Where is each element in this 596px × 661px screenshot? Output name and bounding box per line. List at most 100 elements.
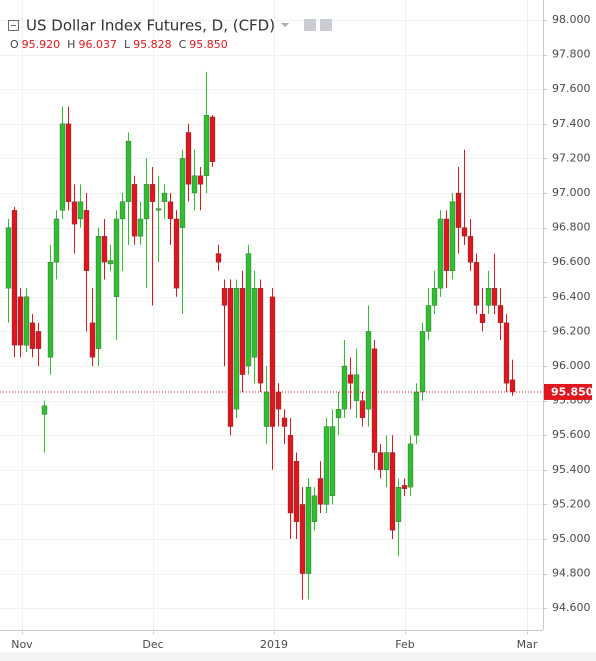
ohlc-value: 96.037 xyxy=(78,38,117,51)
candle-body xyxy=(101,236,108,263)
candle-body xyxy=(209,116,216,163)
candle-body xyxy=(287,435,294,514)
chart-title: US Dollar Index Futures, D, (CFD) xyxy=(26,17,275,35)
candle-body xyxy=(503,322,510,384)
y-tick-label: 98.000 xyxy=(552,13,591,26)
candle-body xyxy=(185,132,192,185)
candle-body xyxy=(71,201,78,225)
candle-body xyxy=(41,405,48,415)
candle-body xyxy=(29,322,36,349)
candle-body xyxy=(491,288,498,306)
candle-body xyxy=(485,288,492,306)
candle-body xyxy=(215,253,222,263)
ohlc-key: C xyxy=(179,38,187,51)
candle-body xyxy=(83,210,90,272)
ohlc-legend: O 95.920 H 96.037 L 95.828 C 95.850 xyxy=(10,38,228,51)
candles xyxy=(5,71,516,600)
candle-body xyxy=(281,417,288,427)
candle-body xyxy=(317,478,324,505)
candle-body xyxy=(251,288,258,358)
candle-body xyxy=(155,208,162,211)
candle-body xyxy=(401,485,408,489)
candle-body xyxy=(77,201,84,220)
candle-body xyxy=(269,296,276,427)
candle-body xyxy=(131,184,138,237)
y-tick-label: 95.400 xyxy=(552,463,591,476)
candle-body xyxy=(431,288,438,306)
ohlc-value: 95.920 xyxy=(22,38,61,51)
candle-body xyxy=(173,218,180,289)
y-tick-label: 97.800 xyxy=(552,48,591,61)
candle-body xyxy=(353,374,360,401)
candle-body xyxy=(479,313,486,323)
ohlc-value: 95.850 xyxy=(189,38,228,51)
candle-body xyxy=(347,374,354,384)
candle-body xyxy=(245,253,252,367)
y-tick-label: 95.000 xyxy=(552,532,591,545)
candle-body xyxy=(377,452,384,470)
candle-body xyxy=(149,184,156,202)
header-icons xyxy=(304,19,332,31)
candle-body xyxy=(233,288,240,410)
candle-body xyxy=(323,426,330,505)
candle-body xyxy=(437,218,444,289)
x-tick-label: Nov xyxy=(11,638,33,651)
candle-body xyxy=(125,140,132,202)
candle-body xyxy=(167,201,174,220)
candle-body xyxy=(275,391,282,410)
candle-body xyxy=(299,504,306,574)
candle-body xyxy=(293,461,300,522)
candle-body xyxy=(407,443,414,488)
candle-body xyxy=(497,305,504,323)
candle-body xyxy=(509,379,516,393)
x-tick-label: Mar xyxy=(517,638,538,651)
candle-body xyxy=(227,288,234,427)
settings-button[interactable] xyxy=(304,19,316,31)
y-tick-label: 96.000 xyxy=(552,359,591,372)
y-tick-label: 97.000 xyxy=(552,186,591,199)
ohlc-key: O xyxy=(10,38,19,51)
candle-body xyxy=(365,331,372,410)
y-tick-label: 97.400 xyxy=(552,117,591,130)
y-tick-label: 95.200 xyxy=(552,497,591,510)
x-tick-label: 2019 xyxy=(260,638,288,651)
ohlc-key: L xyxy=(124,38,131,51)
candle-body xyxy=(335,409,342,419)
y-tick-label: 94.800 xyxy=(552,567,591,580)
candle-body xyxy=(35,331,42,349)
candle-body xyxy=(461,227,468,237)
candle-body xyxy=(89,322,96,358)
candle-body xyxy=(179,158,186,228)
candle-body xyxy=(413,391,420,436)
candle-body xyxy=(221,288,228,306)
candle-body xyxy=(467,236,474,263)
candle-body xyxy=(473,262,480,306)
price-label: 95.850 xyxy=(551,385,594,398)
candle-body xyxy=(119,201,126,220)
candle-body xyxy=(371,348,378,453)
candle-body xyxy=(341,365,348,410)
candle-body xyxy=(143,184,150,220)
candle-body xyxy=(113,218,120,297)
candle-body xyxy=(137,218,144,237)
y-tick-label: 95.600 xyxy=(552,428,591,441)
y-tick-label: 97.200 xyxy=(552,151,591,164)
candle-body xyxy=(23,296,30,346)
candle-body xyxy=(329,426,336,496)
candle-body xyxy=(11,210,18,346)
y-tick-label: 96.400 xyxy=(552,290,591,303)
candle-body xyxy=(305,486,312,574)
candle-body xyxy=(191,175,198,194)
candle-body xyxy=(311,495,318,522)
candle-body xyxy=(359,400,366,419)
candle-body xyxy=(65,123,72,202)
candle-body xyxy=(263,391,270,427)
candle-body xyxy=(197,175,204,185)
x-tick-label: Feb xyxy=(395,638,414,651)
candle-body xyxy=(389,452,396,531)
candle-body xyxy=(47,262,54,358)
candle-body xyxy=(449,201,456,272)
format-button[interactable] xyxy=(320,19,332,31)
y-tick-label: 96.200 xyxy=(552,324,591,337)
